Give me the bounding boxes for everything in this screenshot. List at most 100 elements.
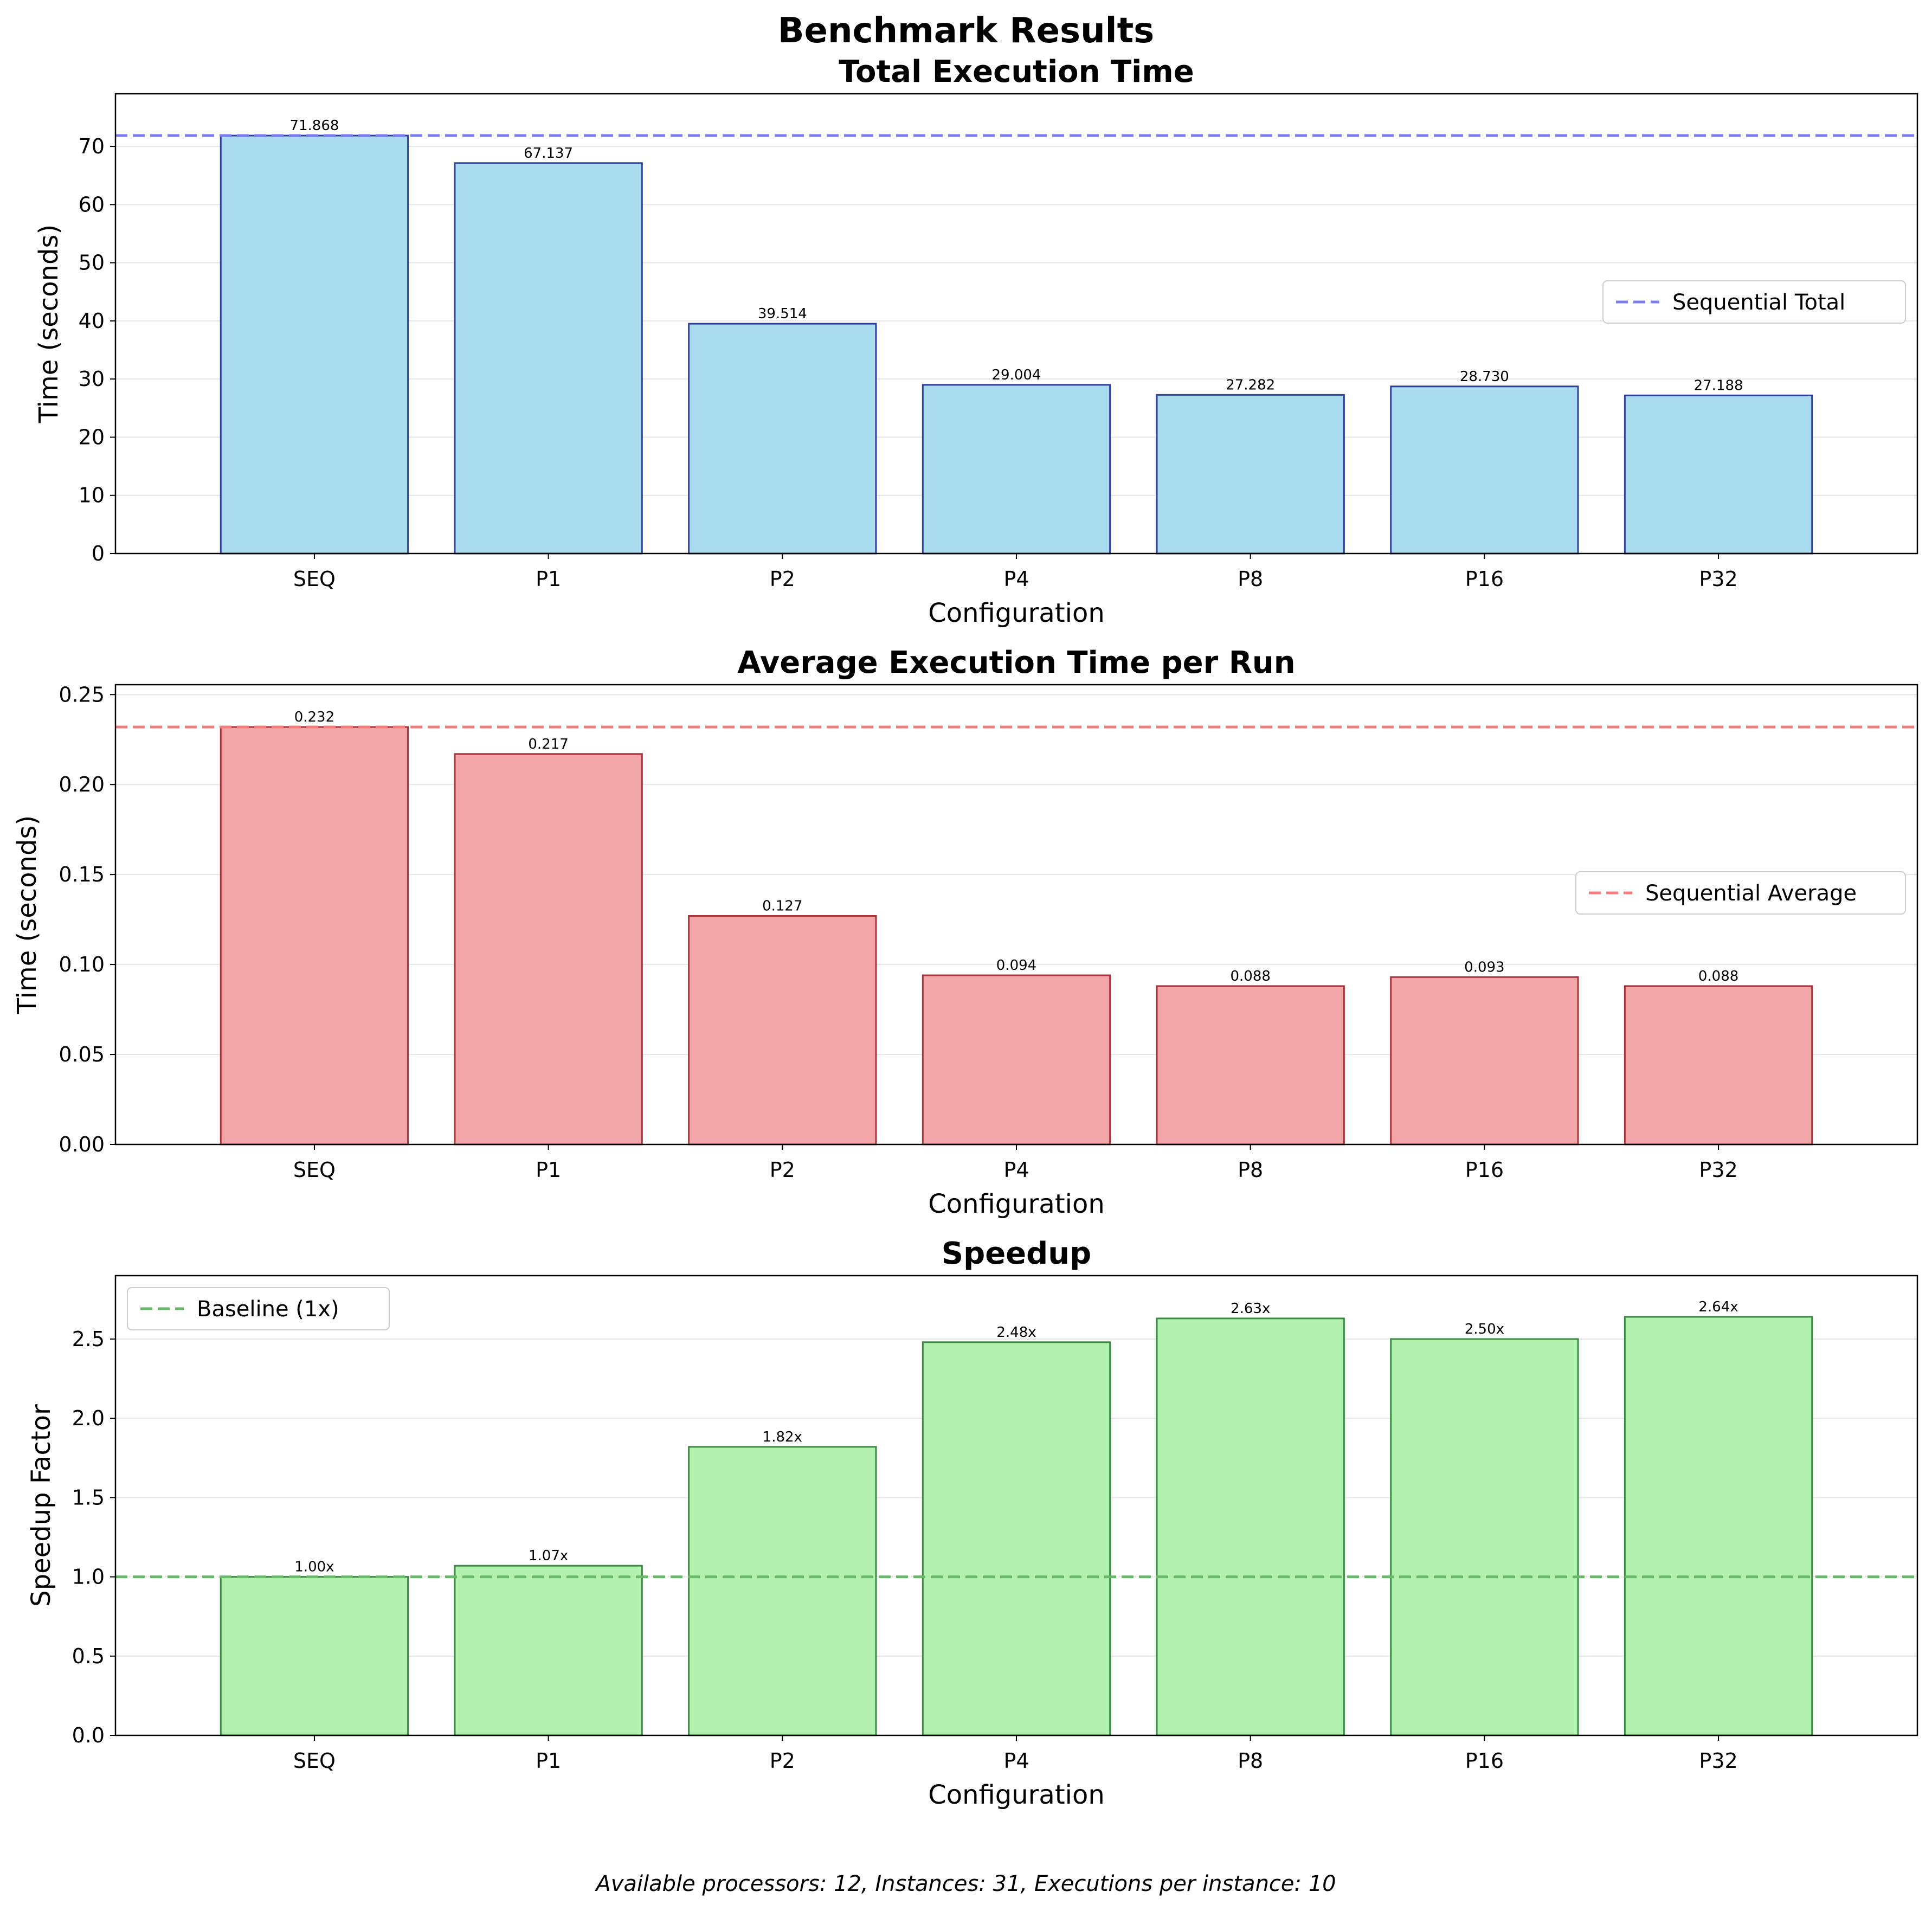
bar-P8: [1156, 1317, 1345, 1736]
y-axis-label: Time (seconds): [34, 224, 64, 423]
bar-SEQ: [220, 134, 409, 555]
y-tick-label: 30: [79, 367, 105, 391]
x-tick-label: SEQ: [293, 1749, 336, 1773]
bar-P32: [1624, 1316, 1813, 1736]
x-axis-label: Configuration: [928, 1780, 1105, 1810]
legend-label: Sequential Total: [1672, 290, 1845, 315]
y-tick-label: 0.10: [59, 953, 105, 976]
bar-value-label: 0.217: [528, 736, 568, 752]
x-axis-label: Configuration: [928, 598, 1105, 628]
x-axis-label: Configuration: [928, 1189, 1105, 1219]
x-tick-label: P2: [770, 567, 795, 591]
bar-P8: [1156, 394, 1345, 555]
x-tick-label: P8: [1238, 1749, 1263, 1773]
y-tick-label: 0.5: [72, 1644, 105, 1668]
chart-title: Speedup: [942, 1236, 1091, 1271]
x-tick-label: P4: [1003, 1158, 1029, 1182]
y-tick-label: 20: [79, 425, 105, 449]
bar-value-label: 29.004: [992, 367, 1041, 383]
y-tick-label: 1.0: [72, 1565, 105, 1589]
x-tick-label: P1: [536, 1749, 561, 1773]
bar-P16: [1390, 385, 1579, 555]
bar-SEQ: [220, 1576, 409, 1736]
bar-value-label: 0.127: [762, 898, 802, 914]
y-tick-label: 70: [79, 134, 105, 158]
bar-value-label: 2.48x: [996, 1324, 1036, 1341]
y-tick-label: 40: [79, 309, 105, 333]
bar-P1: [454, 162, 643, 555]
plot-frame: [114, 1275, 1918, 1736]
legend-label: Baseline (1x): [197, 1297, 339, 1322]
x-tick-label: P1: [536, 1158, 561, 1182]
bar-value-label: 71.868: [289, 118, 339, 134]
legend: Sequential Total: [1602, 280, 1906, 324]
x-tick-label: P16: [1465, 1158, 1504, 1182]
x-tick-label: P4: [1003, 1749, 1029, 1773]
chart-title: Average Execution Time per Run: [737, 645, 1295, 680]
y-tick-label: 0: [92, 542, 105, 565]
bar-value-label: 0.088: [1230, 968, 1270, 985]
bar-P4: [922, 384, 1111, 555]
bar-value-label: 0.094: [996, 957, 1036, 974]
legend-label: Sequential Average: [1645, 881, 1857, 906]
x-tick-label: P2: [770, 1158, 795, 1182]
x-tick-label: P2: [770, 1749, 795, 1773]
x-tick-label: P16: [1465, 567, 1504, 591]
bar-value-label: 0.093: [1464, 959, 1504, 975]
x-tick-label: P32: [1699, 1749, 1737, 1773]
y-tick-label: 0.15: [59, 863, 105, 886]
chart-title: Total Execution Time: [839, 54, 1194, 89]
y-tick-label: 0.00: [59, 1133, 105, 1156]
bar-P2: [688, 1446, 877, 1736]
legend: Sequential Average: [1575, 871, 1906, 915]
y-tick-label: 0.20: [59, 773, 105, 796]
plot-frame: [114, 93, 1918, 555]
x-tick-label: SEQ: [293, 1158, 336, 1182]
x-tick-label: SEQ: [293, 567, 336, 591]
legend-box: [1575, 871, 1906, 915]
bar-P32: [1624, 394, 1813, 555]
x-tick-label: P16: [1465, 1749, 1504, 1773]
legend-box: [1602, 280, 1906, 324]
x-tick-label: P32: [1699, 1158, 1737, 1182]
y-tick-label: 60: [79, 192, 105, 216]
y-axis-label: Speedup Factor: [26, 1404, 56, 1607]
bar-value-label: 1.00x: [294, 1559, 334, 1575]
bar-value-label: 2.50x: [1465, 1321, 1504, 1337]
bar-P2: [688, 915, 877, 1146]
bar-P16: [1390, 1338, 1579, 1736]
x-tick-label: P4: [1003, 567, 1029, 591]
bar-P4: [922, 1341, 1111, 1736]
x-tick-label: P8: [1238, 1158, 1263, 1182]
bar-value-label: 27.282: [1226, 377, 1275, 393]
bar-value-label: 0.088: [1698, 968, 1738, 985]
bar-P2: [688, 323, 877, 555]
bar-P32: [1624, 985, 1813, 1146]
y-tick-label: 1.5: [72, 1485, 105, 1509]
bar-value-label: 0.232: [294, 709, 334, 725]
bar-P8: [1156, 985, 1345, 1146]
bar-value-label: 27.188: [1694, 377, 1743, 394]
x-tick-label: P1: [536, 567, 561, 591]
bar-value-label: 2.63x: [1231, 1301, 1270, 1317]
y-tick-label: 50: [79, 251, 105, 275]
y-tick-label: 2.0: [72, 1406, 105, 1430]
y-tick-label: 2.5: [72, 1327, 105, 1351]
y-tick-label: 0.25: [59, 683, 105, 706]
bar-P4: [922, 974, 1111, 1146]
legend-box: [127, 1287, 390, 1330]
bar-P1: [454, 1565, 643, 1736]
y-tick-label: 10: [79, 484, 105, 507]
bar-SEQ: [220, 726, 409, 1146]
legend: Baseline (1x): [127, 1287, 390, 1330]
y-tick-label: 0.0: [72, 1723, 105, 1747]
bar-value-label: 28.730: [1460, 369, 1509, 385]
chart-3: 1.00xSEQ1.07xP11.82xP22.48xP42.63xP82.50…: [26, 1236, 1918, 1810]
bar-P16: [1390, 976, 1579, 1146]
bar-value-label: 1.82x: [763, 1429, 802, 1445]
chart-2: 0.232 SEQ 0.217 P1 0.127 P2 0.094 P4 0.088 P8 0.09…: [12, 645, 1918, 1219]
plot-frame: [114, 684, 1918, 1146]
bar-value-label: 67.137: [524, 145, 573, 162]
figure-title: Benchmark Results: [778, 11, 1155, 51]
